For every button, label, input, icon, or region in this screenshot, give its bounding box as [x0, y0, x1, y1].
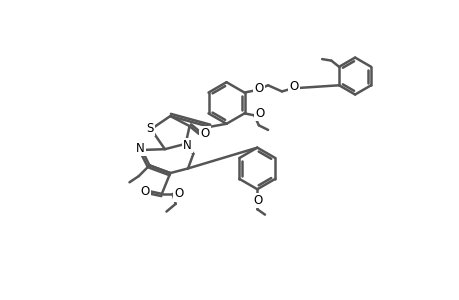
- Text: O: O: [254, 107, 263, 120]
- Text: O: O: [253, 194, 262, 207]
- Text: S: S: [146, 122, 154, 135]
- Text: O: O: [140, 185, 149, 198]
- Text: O: O: [254, 82, 263, 95]
- Text: N: N: [135, 142, 144, 155]
- Text: O: O: [289, 80, 298, 93]
- Text: O: O: [200, 127, 209, 140]
- Text: N: N: [183, 139, 191, 152]
- Text: O: O: [174, 187, 183, 200]
